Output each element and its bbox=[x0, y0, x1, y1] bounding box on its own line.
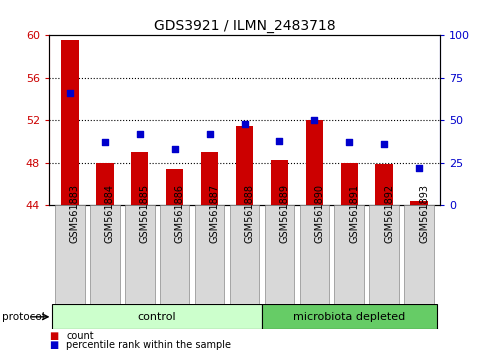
Bar bbox=[409, 201, 427, 205]
Text: percentile rank within the sample: percentile rank within the sample bbox=[66, 340, 230, 350]
FancyBboxPatch shape bbox=[194, 205, 224, 312]
FancyBboxPatch shape bbox=[334, 205, 364, 312]
Text: GSM561889: GSM561889 bbox=[279, 184, 289, 243]
Text: GSM561886: GSM561886 bbox=[174, 184, 184, 243]
FancyBboxPatch shape bbox=[299, 205, 328, 312]
Bar bbox=[201, 152, 218, 205]
Bar bbox=[375, 164, 392, 205]
Point bbox=[170, 147, 178, 152]
Text: GSM561884: GSM561884 bbox=[104, 184, 115, 243]
Point bbox=[205, 131, 213, 137]
Text: GSM561887: GSM561887 bbox=[209, 184, 219, 244]
Bar bbox=[52, 304, 262, 329]
Bar bbox=[235, 126, 253, 205]
Bar bbox=[262, 304, 436, 329]
FancyBboxPatch shape bbox=[124, 205, 154, 312]
Point bbox=[66, 90, 74, 96]
Bar bbox=[165, 169, 183, 205]
Bar bbox=[131, 152, 148, 205]
Point bbox=[414, 165, 422, 171]
Point bbox=[240, 121, 248, 127]
FancyBboxPatch shape bbox=[90, 205, 120, 312]
Bar bbox=[305, 120, 323, 205]
Text: GSM561885: GSM561885 bbox=[140, 184, 149, 244]
Text: control: control bbox=[138, 312, 176, 322]
FancyBboxPatch shape bbox=[160, 205, 189, 312]
Text: protocol: protocol bbox=[2, 312, 45, 322]
Text: GSM561891: GSM561891 bbox=[348, 184, 359, 243]
Text: GSM561890: GSM561890 bbox=[314, 184, 324, 243]
FancyBboxPatch shape bbox=[229, 205, 259, 312]
Point bbox=[380, 141, 387, 147]
Point bbox=[310, 118, 318, 123]
Text: microbiota depleted: microbiota depleted bbox=[293, 312, 405, 322]
Text: GSM561892: GSM561892 bbox=[384, 184, 393, 244]
Text: GSM561883: GSM561883 bbox=[70, 184, 80, 243]
Title: GDS3921 / ILMN_2483718: GDS3921 / ILMN_2483718 bbox=[153, 19, 335, 33]
Point bbox=[275, 138, 283, 144]
Bar bbox=[340, 163, 357, 205]
Text: count: count bbox=[66, 331, 93, 341]
Text: GSM561888: GSM561888 bbox=[244, 184, 254, 243]
Bar bbox=[61, 40, 79, 205]
Bar bbox=[96, 163, 113, 205]
FancyBboxPatch shape bbox=[368, 205, 398, 312]
Text: GSM561893: GSM561893 bbox=[418, 184, 428, 243]
FancyBboxPatch shape bbox=[55, 205, 84, 312]
Point bbox=[136, 131, 143, 137]
FancyBboxPatch shape bbox=[264, 205, 294, 312]
Point bbox=[101, 139, 108, 145]
Point bbox=[345, 139, 352, 145]
Bar bbox=[270, 160, 287, 205]
Text: ■: ■ bbox=[49, 331, 58, 341]
FancyBboxPatch shape bbox=[404, 205, 433, 312]
Text: ■: ■ bbox=[49, 340, 58, 350]
